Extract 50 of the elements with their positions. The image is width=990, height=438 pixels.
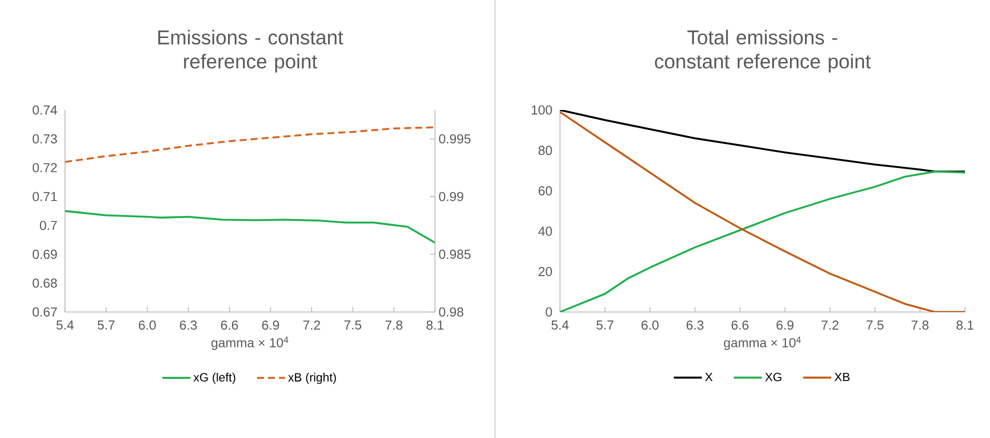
x-tick-label: 7.8 bbox=[386, 320, 402, 330]
x-tick-label: 6.3 bbox=[686, 320, 704, 330]
y-tick-label: 0.72 bbox=[32, 163, 57, 172]
y-tick-label: 0.69 bbox=[32, 250, 57, 259]
y-tick-label: 0.68 bbox=[32, 278, 57, 288]
y2-tick-label: 0.995 bbox=[439, 134, 471, 144]
x-tick-label: 6.6 bbox=[732, 320, 748, 330]
x-tick-label: 6.6 bbox=[221, 320, 238, 330]
x-tick-label: 7.5 bbox=[866, 320, 884, 330]
y-tick-label: 40 bbox=[538, 226, 552, 236]
line-series bbox=[65, 210, 436, 244]
legend-label: xB (right) bbox=[288, 372, 336, 384]
y-tick-label: 0 bbox=[546, 307, 552, 317]
y-tick-label: 60 bbox=[538, 186, 552, 196]
y2-tick-label: 0.985 bbox=[439, 250, 471, 259]
y-tick-label: 20 bbox=[538, 266, 552, 276]
y-tick-label: 0.74 bbox=[32, 105, 58, 115]
x-tick-label: 7.5 bbox=[344, 320, 362, 330]
x-tick-label: 8.1 bbox=[956, 320, 974, 330]
y-tick-label: 0.71 bbox=[32, 192, 57, 202]
x-tick-label: 5.4 bbox=[56, 320, 74, 330]
legend-label: XB bbox=[834, 372, 850, 382]
y-tick-label: 0.73 bbox=[32, 134, 57, 144]
y-tick-label: 80 bbox=[538, 146, 552, 155]
line-series bbox=[560, 110, 965, 173]
x-tick-label: 6.0 bbox=[642, 320, 659, 330]
y-tick-label: 0.67 bbox=[32, 307, 57, 317]
x-tick-label: 7.8 bbox=[912, 320, 928, 330]
x-tick-label: 6.3 bbox=[180, 320, 197, 330]
legend-label: xG (left) bbox=[193, 372, 236, 384]
x-tick-label: 5.4 bbox=[551, 320, 569, 330]
legend-label: X bbox=[705, 372, 713, 382]
x-tick-label: 6.0 bbox=[138, 320, 156, 330]
y2-tick-label: 0.98 bbox=[439, 307, 464, 317]
x-tick-label: 8.1 bbox=[426, 320, 444, 330]
x-tick-label: 6.9 bbox=[262, 320, 279, 330]
x-tick-label: 5.7 bbox=[596, 320, 614, 330]
y-tick-label: 100 bbox=[532, 105, 552, 115]
x-tick-label: 7.2 bbox=[303, 320, 320, 330]
line-series bbox=[65, 126, 436, 163]
x-tick-label: 5.7 bbox=[98, 320, 114, 330]
legend-label: XG bbox=[765, 372, 782, 382]
x-tick-label: 7.2 bbox=[822, 320, 838, 330]
y-tick-label: 0.7 bbox=[40, 220, 57, 230]
chart-title: Total emissions - constant reference point bbox=[654, 30, 871, 72]
x-axis-title: gamma × 10$^{4}$ bbox=[724, 336, 801, 350]
x-tick-label: 6.9 bbox=[776, 320, 794, 330]
y2-tick-label: 0.99 bbox=[439, 192, 464, 202]
chart-title: Emissions - constant reference point bbox=[158, 30, 344, 72]
x-axis-title: gamma × 10$^{4}$ bbox=[211, 336, 288, 350]
